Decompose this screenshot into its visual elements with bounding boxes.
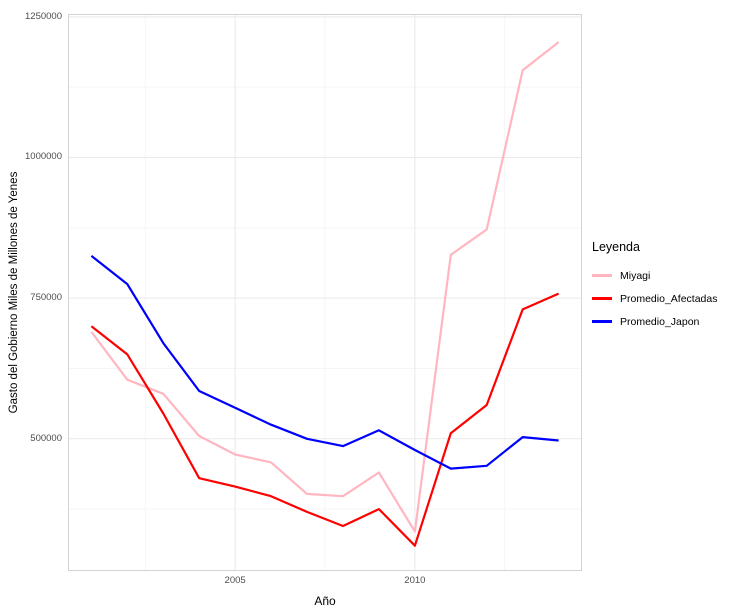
legend: Leyenda Miyagi Promedio_Afectadas Promed… <box>592 240 742 333</box>
plot-area <box>68 14 582 571</box>
legend-line-swatch-promedio-afectadas <box>592 297 612 300</box>
series-line-promedio_afectadas <box>90 292 560 547</box>
x-axis-title: Año <box>314 594 336 608</box>
legend-item-promedio-japon: Promedio_Japon <box>592 310 742 333</box>
series-line-promedio_japon <box>90 255 559 470</box>
legend-item-miyagi: Miyagi <box>592 264 742 287</box>
legend-line-swatch-promedio-japon <box>592 320 612 323</box>
x-tick-label-2010: 2010 <box>404 575 426 586</box>
x-tick-label-2005: 2005 <box>224 575 246 586</box>
legend-label-promedio-japon: Promedio_Japon <box>620 315 700 328</box>
y-tick-label-750000: 750000 <box>30 292 62 304</box>
legend-title: Leyenda <box>592 240 640 254</box>
y-tick-label-1250000: 1250000 <box>25 10 62 22</box>
legend-item-promedio-afectadas: Promedio_Afectadas <box>592 287 742 310</box>
y-tick-label-1000000: 1000000 <box>25 151 62 163</box>
y-tick-label-500000: 500000 <box>30 432 62 444</box>
plot-panel <box>68 14 582 571</box>
legend-label-promedio-afectadas: Promedio_Afectadas <box>620 292 718 305</box>
panel-border <box>68 14 582 571</box>
legend-label-miyagi: Miyagi <box>620 269 651 282</box>
legend-line-swatch-miyagi <box>592 274 612 277</box>
series-line-miyagi <box>90 41 560 533</box>
